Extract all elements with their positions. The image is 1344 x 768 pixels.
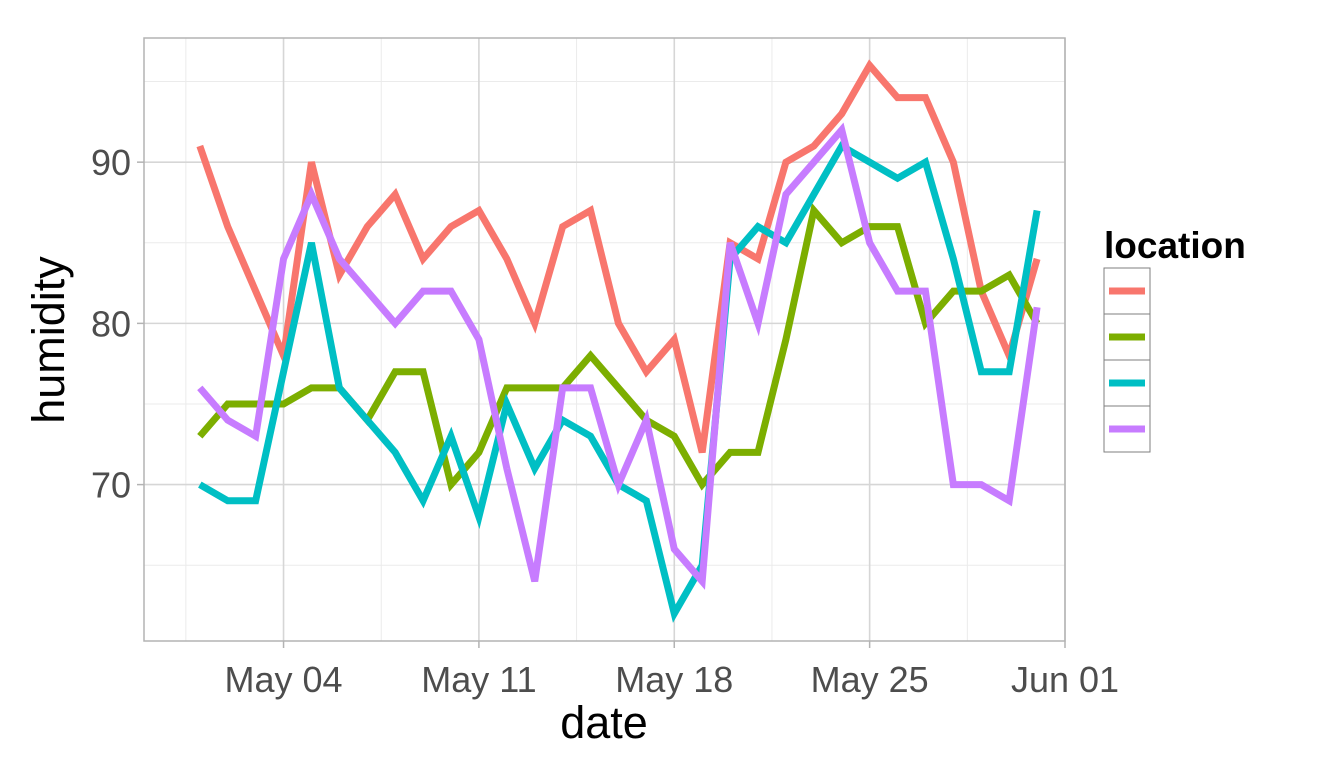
y-axis-ticks: 70 80 90 <box>91 142 144 506</box>
y-tick-label: 70 <box>91 465 131 506</box>
x-tick-label: Jun 01 <box>1011 659 1119 700</box>
plot-border <box>143 37 1066 642</box>
x-axis-title: date <box>560 697 648 748</box>
x-tick-label: May 25 <box>811 659 929 700</box>
x-tick-label: May 11 <box>421 659 536 700</box>
x-tick-label: May 18 <box>615 659 733 700</box>
plot-panel <box>144 38 1065 641</box>
x-tick-label: May 04 <box>225 659 343 700</box>
y-tick-label: 90 <box>91 142 131 183</box>
series-line-1 <box>196 59 1041 454</box>
legend-title: location <box>1104 225 1246 266</box>
y-axis-title: humidity <box>23 256 74 424</box>
x-axis-ticks: May 04 May 11 May 18 May 25 Jun 01 <box>225 641 1119 700</box>
series-line-4 <box>197 122 1041 590</box>
series-lines <box>196 59 1041 623</box>
legend: location <box>1103 225 1246 453</box>
y-tick-label: 80 <box>91 303 131 344</box>
